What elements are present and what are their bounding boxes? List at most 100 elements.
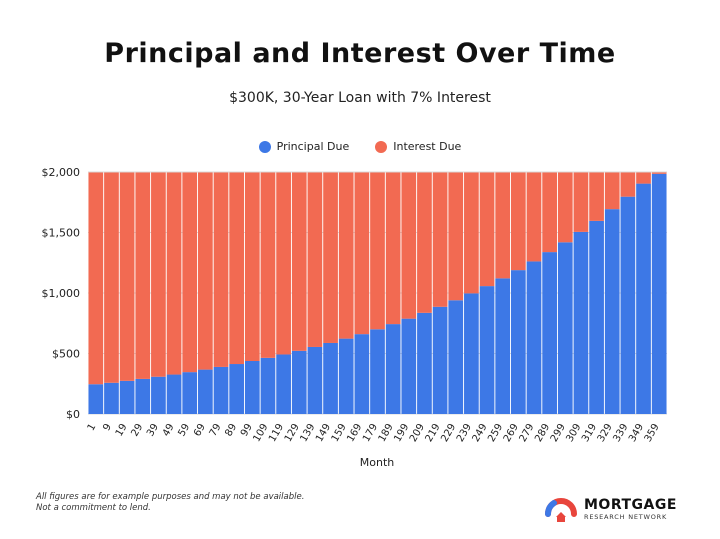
x-tick-label: 89: [223, 422, 239, 439]
bar-principal: [495, 278, 511, 414]
bar-principal: [557, 242, 573, 414]
bar-interest: [229, 172, 245, 365]
bar-principal: [166, 374, 182, 414]
bar-interest: [417, 172, 432, 313]
y-tick-label: $1,500: [42, 227, 81, 240]
bar-interest: [354, 172, 370, 335]
x-tick-label: 109: [251, 422, 270, 444]
bar-principal: [370, 329, 385, 414]
bar-interest: [307, 172, 323, 347]
x-tick-label: 219: [424, 422, 443, 444]
brand-logo[interactable]: MORTGAGE RESEARCH NETWORK: [544, 492, 704, 526]
x-tick-label: 19: [114, 422, 130, 439]
bar-principal: [229, 364, 245, 414]
x-tick-label: 159: [330, 422, 349, 444]
x-tick-label: 39: [145, 422, 161, 439]
x-tick-label: 29: [129, 422, 145, 439]
bar-interest: [119, 172, 135, 381]
bar-principal: [432, 306, 448, 414]
x-tick-label: 259: [486, 422, 505, 444]
bars-layer: [88, 172, 667, 414]
bar-principal: [448, 300, 464, 414]
bar-interest: [338, 172, 354, 339]
bar-interest: [88, 172, 104, 385]
x-tick-label: 349: [627, 422, 646, 444]
bar-interest: [636, 172, 651, 184]
x-tick-label: 299: [549, 422, 568, 444]
bar-interest: [604, 172, 620, 210]
x-tick-label: 309: [564, 422, 583, 444]
x-tick-label: 319: [580, 422, 599, 444]
x-tick-label: 239: [455, 422, 474, 444]
bar-principal: [417, 312, 432, 414]
y-tick-label: $0: [66, 408, 80, 421]
x-tick-label: 269: [502, 422, 521, 444]
bar-interest: [432, 172, 448, 307]
x-tick-label: 69: [192, 422, 208, 439]
y-tick-label: $1,000: [42, 287, 81, 300]
bar-principal: [620, 196, 636, 414]
legend-label-interest: Interest Due: [393, 140, 462, 153]
x-tick-label: 119: [267, 422, 286, 444]
bar-principal: [260, 357, 276, 414]
bar-interest: [104, 172, 119, 383]
x-tick-label: 129: [283, 422, 302, 444]
bar-interest: [495, 172, 511, 279]
bar-interest: [370, 172, 385, 330]
x-tick-label: 329: [596, 422, 615, 444]
legend-item-principal[interactable]: Principal Due: [258, 140, 350, 153]
x-tick-label: 249: [471, 422, 490, 444]
bar-principal: [276, 354, 291, 414]
x-tick-label: 49: [161, 422, 177, 439]
bar-interest: [291, 172, 307, 351]
x-tick-label: 189: [377, 422, 396, 444]
bar-interest: [510, 172, 526, 271]
y-tick-label: $2,000: [42, 166, 81, 179]
x-tick-label: 289: [533, 422, 552, 444]
bar-principal: [104, 382, 119, 414]
x-tick-label: 149: [314, 422, 333, 444]
disclaimer-footnote: All figures are for example purposes and…: [36, 492, 356, 514]
x-tick-label: 179: [361, 422, 380, 444]
bar-principal: [526, 261, 542, 414]
bar-interest: [651, 172, 667, 174]
x-tick-label: 139: [298, 422, 317, 444]
chart-title: Principal and Interest Over Time: [104, 38, 616, 69]
bar-principal: [88, 384, 104, 414]
legend-label-principal: Principal Due: [276, 140, 350, 153]
bar-principal: [510, 270, 526, 414]
bar-principal: [479, 286, 495, 414]
footnote-line-1: All figures are for example purposes and…: [36, 492, 305, 502]
bar-interest: [135, 172, 151, 379]
bar-principal: [542, 252, 557, 414]
bar-principal: [213, 366, 229, 414]
bar-interest: [198, 172, 213, 370]
chart-legend: Principal Due Interest Due: [0, 140, 720, 153]
x-tick-label: 79: [208, 422, 224, 439]
bar-interest: [401, 172, 417, 319]
bar-interest: [589, 172, 604, 221]
x-tick-label: 9: [101, 422, 114, 433]
bar-interest: [213, 172, 229, 367]
x-tick-label: 209: [408, 422, 427, 444]
bar-interest: [557, 172, 573, 243]
logo-house-icon: [544, 498, 577, 522]
bar-interest: [464, 172, 479, 294]
bar-principal: [651, 173, 667, 414]
x-axis-title: Month: [360, 456, 395, 469]
bar-principal: [307, 346, 323, 414]
bar-principal: [385, 324, 401, 414]
chart-subtitle: $300K, 30-Year Loan with 7% Interest: [229, 90, 491, 106]
bar-interest: [620, 172, 636, 197]
bar-principal: [119, 380, 135, 414]
bar-interest: [323, 172, 338, 343]
bar-interest: [542, 172, 557, 253]
bar-principal: [573, 231, 589, 414]
x-tick-label: 339: [611, 422, 630, 444]
bar-principal: [244, 361, 260, 414]
stacked-bar-chart: $0$500$1,000$1,500$2,000 1 9 19 29 39 49 59 69 7…: [42, 166, 667, 469]
legend-item-interest[interactable]: Interest Due: [375, 140, 461, 153]
bar-principal: [338, 338, 354, 414]
bar-interest: [260, 172, 276, 358]
x-tick-label: 279: [518, 422, 537, 444]
